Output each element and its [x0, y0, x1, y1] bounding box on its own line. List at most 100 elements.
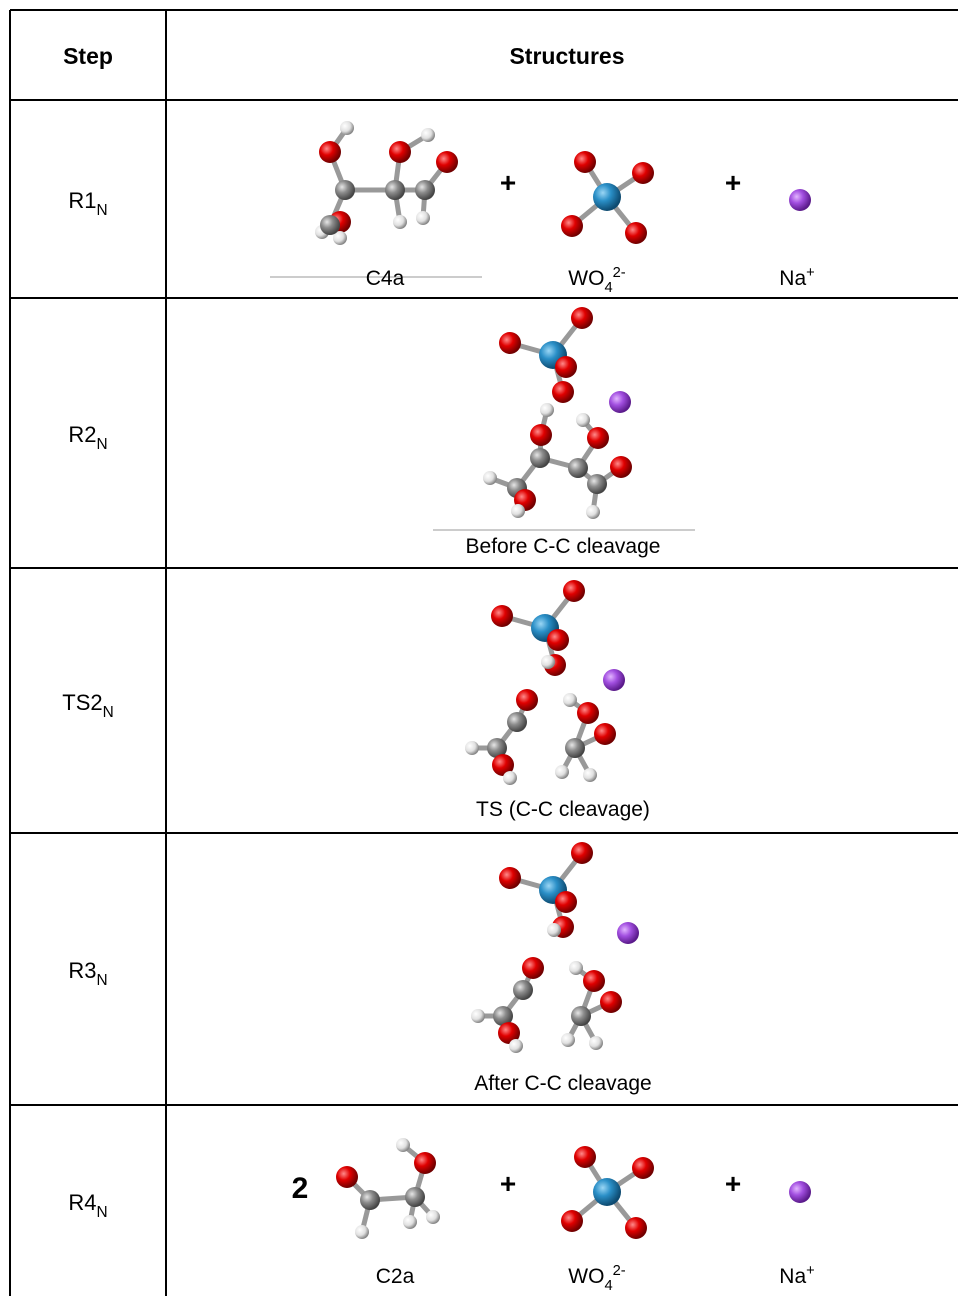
step-label-sub: N	[97, 972, 108, 989]
species-caption: Na+	[779, 265, 814, 290]
atom	[632, 1157, 654, 1179]
atom	[593, 1178, 621, 1206]
caption: Before C-C cleavage	[466, 535, 661, 558]
step-label-sub: N	[97, 436, 108, 453]
species-caption-main: Na	[779, 267, 806, 290]
atom	[625, 1217, 647, 1239]
species-caption-sub: 4	[604, 280, 612, 296]
operator: +	[500, 167, 516, 198]
atom	[571, 307, 593, 329]
species-caption-main: C4a	[366, 267, 405, 290]
atom	[586, 505, 600, 519]
step-label-sub: N	[97, 1204, 108, 1221]
atom	[565, 738, 585, 758]
step-label: R3N	[68, 958, 107, 989]
atom	[547, 629, 569, 651]
step-label-sub: N	[97, 202, 108, 219]
atom	[405, 1187, 425, 1207]
atom	[555, 765, 569, 779]
step-label-sub: N	[103, 704, 114, 721]
species-caption: WO42-	[568, 265, 625, 296]
species-caption-sup: +	[806, 265, 815, 281]
step-label: R2N	[68, 422, 107, 453]
species-caption: WO42-	[568, 1263, 625, 1294]
atom	[516, 689, 538, 711]
atom	[587, 474, 607, 494]
atom	[491, 605, 513, 627]
species-caption: C2a	[376, 1265, 415, 1288]
step-label-main: R2	[68, 422, 96, 447]
atom	[541, 655, 555, 669]
atom	[421, 128, 435, 142]
atom	[609, 391, 631, 413]
species-caption-sup: +	[806, 1263, 815, 1279]
operator: +	[725, 1168, 741, 1199]
species-caption-main: C2a	[376, 1265, 415, 1288]
atom	[436, 151, 458, 173]
atom	[483, 471, 497, 485]
atom	[593, 183, 621, 211]
atom	[530, 424, 552, 446]
atom	[589, 1036, 603, 1050]
atom	[561, 1210, 583, 1232]
species-caption: Na+	[779, 1263, 814, 1288]
atom	[385, 180, 405, 200]
atom	[471, 1009, 485, 1023]
step-label: R4N	[68, 1190, 107, 1221]
table-grid	[10, 10, 958, 1296]
atom	[587, 427, 609, 449]
species-caption-main: WO	[568, 267, 604, 290]
step-label-main: R1	[68, 188, 96, 213]
header-structures: Structures	[509, 43, 624, 69]
atom	[574, 1146, 596, 1168]
atom	[426, 1210, 440, 1224]
operator: +	[500, 1168, 516, 1199]
atom	[563, 693, 577, 707]
atom	[355, 1225, 369, 1239]
step-label-main: R3	[68, 958, 96, 983]
operator: +	[725, 167, 741, 198]
atom	[499, 332, 521, 354]
atom	[540, 403, 554, 417]
atom	[340, 121, 354, 135]
atom	[561, 215, 583, 237]
atom	[789, 189, 811, 211]
step-label-main: TS2	[62, 690, 102, 715]
step-label: R1N	[68, 188, 107, 219]
atom	[403, 1215, 417, 1229]
coefficient: 2	[292, 1172, 309, 1205]
species-caption: C4a	[366, 267, 405, 290]
atom	[632, 162, 654, 184]
atom	[416, 211, 430, 225]
atom	[568, 458, 588, 478]
atom	[583, 768, 597, 782]
atom	[552, 381, 574, 403]
caption: TS (C-C cleavage)	[476, 798, 650, 821]
atom	[503, 771, 517, 785]
caption: After C-C cleavage	[474, 1072, 651, 1095]
atom	[625, 222, 647, 244]
atom	[617, 922, 639, 944]
species-caption-sup: 2-	[613, 265, 626, 281]
species-caption-sup: 2-	[613, 1263, 626, 1279]
atom	[571, 842, 593, 864]
atom	[569, 961, 583, 975]
atom	[336, 1166, 358, 1188]
atom	[571, 1006, 591, 1026]
atom	[360, 1190, 380, 1210]
atom	[319, 141, 341, 163]
atom	[507, 712, 527, 732]
atom	[465, 741, 479, 755]
atom	[499, 867, 521, 889]
atom	[393, 215, 407, 229]
atom	[335, 180, 355, 200]
species-caption-sub: 4	[604, 1278, 612, 1294]
atom	[396, 1138, 410, 1152]
atom	[603, 669, 625, 691]
atom	[600, 991, 622, 1013]
underlines	[270, 277, 695, 530]
atom	[555, 356, 577, 378]
atom	[414, 1152, 436, 1174]
atom	[576, 413, 590, 427]
step-label: TS2N	[62, 690, 113, 721]
